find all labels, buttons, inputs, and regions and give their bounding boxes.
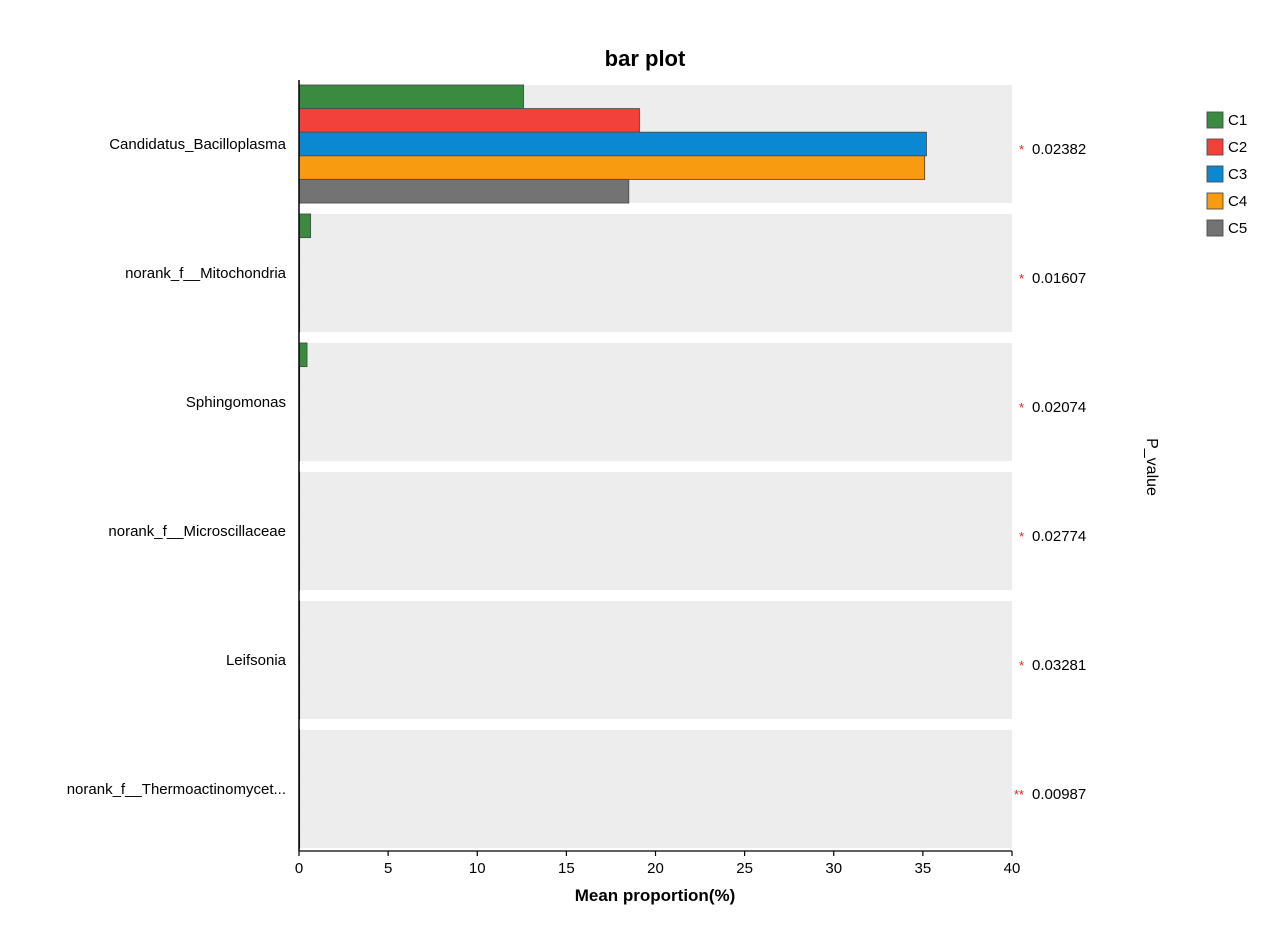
- category-labels: Candidatus_Bacilloplasma norank_f__Mitoch…: [67, 136, 287, 798]
- legend-swatch-c1: [1206, 111, 1224, 129]
- x-tick-label: 25: [736, 860, 753, 877]
- p-value-label: 0.02074: [1032, 399, 1086, 416]
- category-label: norank_f__Microscillaceae: [108, 523, 286, 540]
- category-label: Candidatus_Bacilloplasma: [109, 136, 286, 153]
- p-value-label: 0.02382: [1032, 141, 1086, 158]
- bar-c4: [298, 155, 926, 180]
- legend: C1 C2 C3 C4 C5: [1206, 111, 1247, 237]
- p-value-labels: * 0.02382 * 0.01607 * 0.02074 * 0.02774 * 0.03281…: [1014, 141, 1086, 803]
- p-value-label: 0.03281: [1032, 657, 1086, 674]
- legend-label: C1: [1228, 112, 1247, 129]
- legend-label: C3: [1228, 166, 1247, 183]
- significance-marker: *: [1019, 658, 1024, 673]
- bar-c1: [298, 342, 308, 368]
- x-tick-label: 10: [469, 860, 486, 877]
- legend-label: C2: [1228, 139, 1247, 156]
- axes: 0 5 10 15 20 25 30 35 40: [295, 80, 1021, 877]
- row-band: [299, 343, 1012, 461]
- row-band: [299, 214, 1012, 332]
- significance-marker: *: [1019, 400, 1024, 415]
- legend-swatch-c5: [1206, 219, 1224, 237]
- significance-marker: *: [1019, 271, 1024, 286]
- category-label: Sphingomonas: [186, 394, 286, 411]
- row-bands: [299, 85, 1012, 848]
- bar-c2: [298, 108, 640, 133]
- p-value-label: 0.00987: [1032, 786, 1086, 803]
- x-tick-label: 5: [384, 860, 392, 877]
- bar-c3: [298, 131, 927, 157]
- legend-swatch-c4: [1206, 192, 1224, 210]
- legend-label: C4: [1228, 193, 1247, 210]
- significance-marker: *: [1019, 142, 1024, 157]
- row-band: [299, 730, 1012, 848]
- row-band: [299, 601, 1012, 719]
- significance-marker: **: [1014, 787, 1024, 802]
- x-tick-label: 15: [558, 860, 575, 877]
- bar-c1: [298, 84, 525, 110]
- bar-c5: [298, 178, 630, 204]
- chart-title: bar plot: [605, 46, 686, 71]
- p-value-label: 0.01607: [1032, 270, 1086, 287]
- x-tick-label: 30: [825, 860, 842, 877]
- category-label: Leifsonia: [226, 652, 287, 669]
- x-tick-label: 35: [915, 860, 932, 877]
- bar-c1: [298, 213, 312, 239]
- p-value-label: 0.02774: [1032, 528, 1086, 545]
- legend-label: C5: [1228, 220, 1247, 237]
- category-label: norank_f__Mitochondria: [125, 265, 287, 282]
- x-tick-label: 40: [1004, 860, 1021, 877]
- p-value-axis-title: P_value: [1143, 438, 1160, 496]
- legend-swatch-c3: [1206, 165, 1224, 183]
- legend-swatch-c2: [1206, 138, 1224, 156]
- row-band: [299, 472, 1012, 590]
- x-tick-label: 20: [647, 860, 664, 877]
- x-tick-label: 0: [295, 860, 303, 877]
- category-label: norank_f__Thermoactinomycet...: [67, 781, 286, 798]
- x-axis-title: Mean proportion(%): [575, 886, 736, 905]
- significance-marker: *: [1019, 529, 1024, 544]
